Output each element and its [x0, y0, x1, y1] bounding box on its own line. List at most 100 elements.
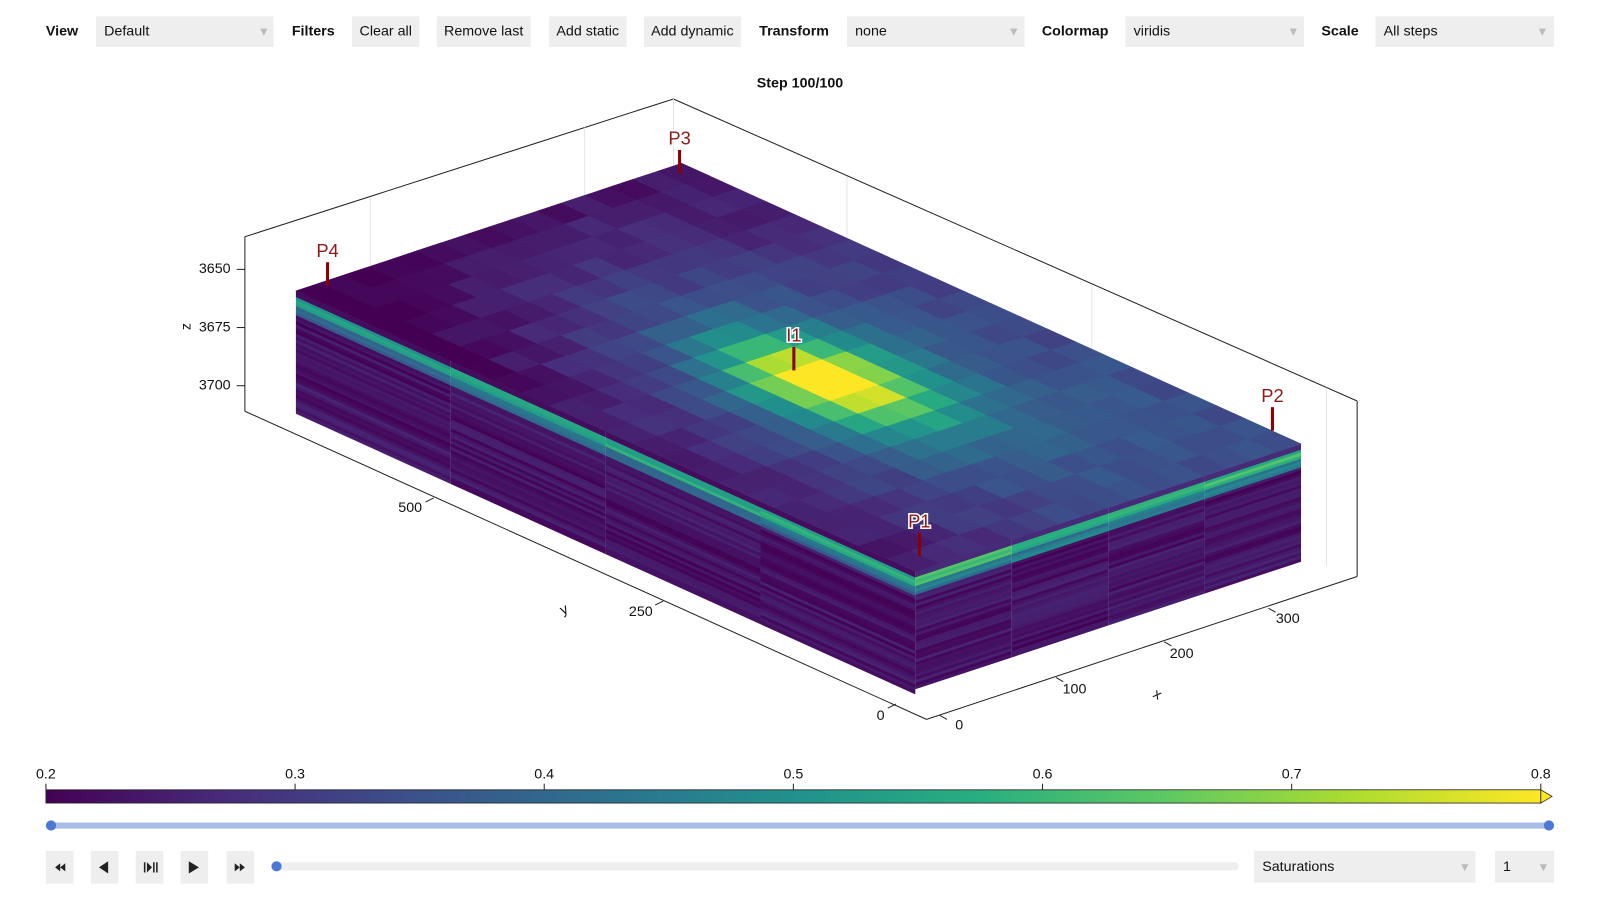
side-cell	[605, 434, 761, 508]
colormap-value: viridis	[1134, 23, 1170, 39]
side-cell	[605, 544, 761, 619]
side-cell	[1108, 519, 1205, 556]
transform-dropdown[interactable]	[846, 16, 1025, 47]
side-cell	[450, 465, 606, 539]
side-cell	[760, 580, 916, 655]
side-cell	[1011, 522, 1109, 558]
colormap-dropdown[interactable]	[1125, 16, 1305, 47]
step-handle[interactable]	[271, 861, 282, 872]
side-cell	[605, 470, 761, 545]
side-cell	[450, 364, 606, 438]
side-cell	[915, 627, 1012, 663]
side-cell	[915, 565, 1012, 602]
toolbar-button[interactable]	[436, 16, 531, 47]
side-cell	[1204, 528, 1302, 565]
side-cell	[1204, 490, 1302, 527]
x-tick	[1055, 677, 1064, 683]
grid-cell	[1248, 430, 1302, 453]
side-cell	[1011, 557, 1109, 593]
side-cell	[1204, 555, 1302, 591]
side-cell	[915, 645, 1012, 681]
z-tick-label: 3650	[199, 261, 231, 277]
toolbar-button[interactable]	[548, 16, 627, 47]
side-cell	[450, 416, 606, 490]
toolbar-button[interactable]	[643, 16, 741, 47]
side-cell	[450, 413, 606, 487]
side-cell	[1204, 558, 1302, 594]
side-cell	[1011, 519, 1109, 555]
side-cell	[1204, 467, 1302, 503]
side-cell	[1108, 516, 1205, 553]
side-cell	[1204, 493, 1302, 530]
player: Saturations 1	[45, 820, 1555, 884]
side-cell	[1108, 511, 1205, 547]
side-cell	[1011, 607, 1109, 643]
x-tick-label: 0	[955, 717, 963, 733]
toolbar-button[interactable]	[352, 16, 420, 47]
side-cell	[1204, 543, 1302, 579]
side-cell	[605, 510, 761, 585]
side-cell	[915, 560, 1012, 596]
side-cell	[605, 489, 761, 564]
view-dropdown[interactable]	[95, 16, 274, 47]
side-cell	[1204, 526, 1302, 562]
colorbar-gradient	[45, 789, 1542, 804]
well-label: P1	[908, 510, 930, 531]
well-label: I1	[786, 325, 801, 346]
side-cell	[760, 562, 916, 637]
side-cell	[1011, 560, 1109, 596]
side-cell	[915, 639, 1012, 675]
side-cell	[295, 391, 451, 466]
side-cell	[1011, 616, 1109, 652]
plot-title: Step 100/100	[757, 75, 844, 91]
side-cell	[450, 440, 606, 515]
range-handle[interactable]	[1543, 820, 1555, 831]
side-cell	[1108, 560, 1205, 597]
scale-dropdown[interactable]	[1375, 16, 1555, 47]
side-cell	[450, 477, 606, 552]
side-cell	[1108, 493, 1205, 529]
side-cell	[1011, 601, 1109, 637]
side-cell	[450, 385, 606, 460]
side-cell	[295, 407, 451, 481]
side-cell	[1204, 508, 1302, 544]
icon	[143, 862, 158, 873]
side-cell	[1011, 578, 1109, 614]
scene-3d[interactable]: 3650 3675 3700 0 250 500 0 100 200 300 z y x P1 P2 P3 P4…	[179, 98, 1358, 733]
side-cell	[605, 550, 761, 625]
side-cell	[295, 401, 451, 475]
side-cell	[295, 394, 451, 469]
side-cell	[915, 586, 1012, 622]
side-cell	[1108, 508, 1205, 544]
side-cell	[450, 452, 606, 527]
dropdown-arrow	[1289, 28, 1297, 36]
side-cell	[295, 355, 451, 429]
side-cell	[450, 446, 606, 521]
x-tick	[939, 714, 948, 720]
field-dropdown[interactable]	[1254, 851, 1476, 883]
side-cell	[450, 376, 606, 450]
side-cell	[760, 577, 916, 652]
side-cell	[295, 379, 451, 454]
side-cell	[450, 370, 606, 444]
side-cell	[915, 563, 1012, 599]
side-cell	[915, 621, 1012, 658]
side-cell	[450, 443, 606, 518]
side-cell	[915, 624, 1012, 660]
side-cell	[605, 538, 761, 613]
side-cell	[605, 455, 761, 530]
range-handle[interactable]	[45, 820, 57, 831]
index-value: 1	[1503, 859, 1511, 875]
side-cell	[605, 507, 761, 582]
side-cell	[605, 501, 761, 576]
side-cell	[450, 422, 606, 496]
side-cell	[760, 544, 916, 618]
side-cell	[1108, 522, 1205, 559]
side-cell	[1011, 525, 1109, 561]
side-cell	[1011, 572, 1109, 608]
side-cell	[915, 592, 1012, 628]
side-cell	[605, 529, 761, 603]
side-cell	[1011, 545, 1109, 582]
well-label: P4	[316, 240, 338, 261]
